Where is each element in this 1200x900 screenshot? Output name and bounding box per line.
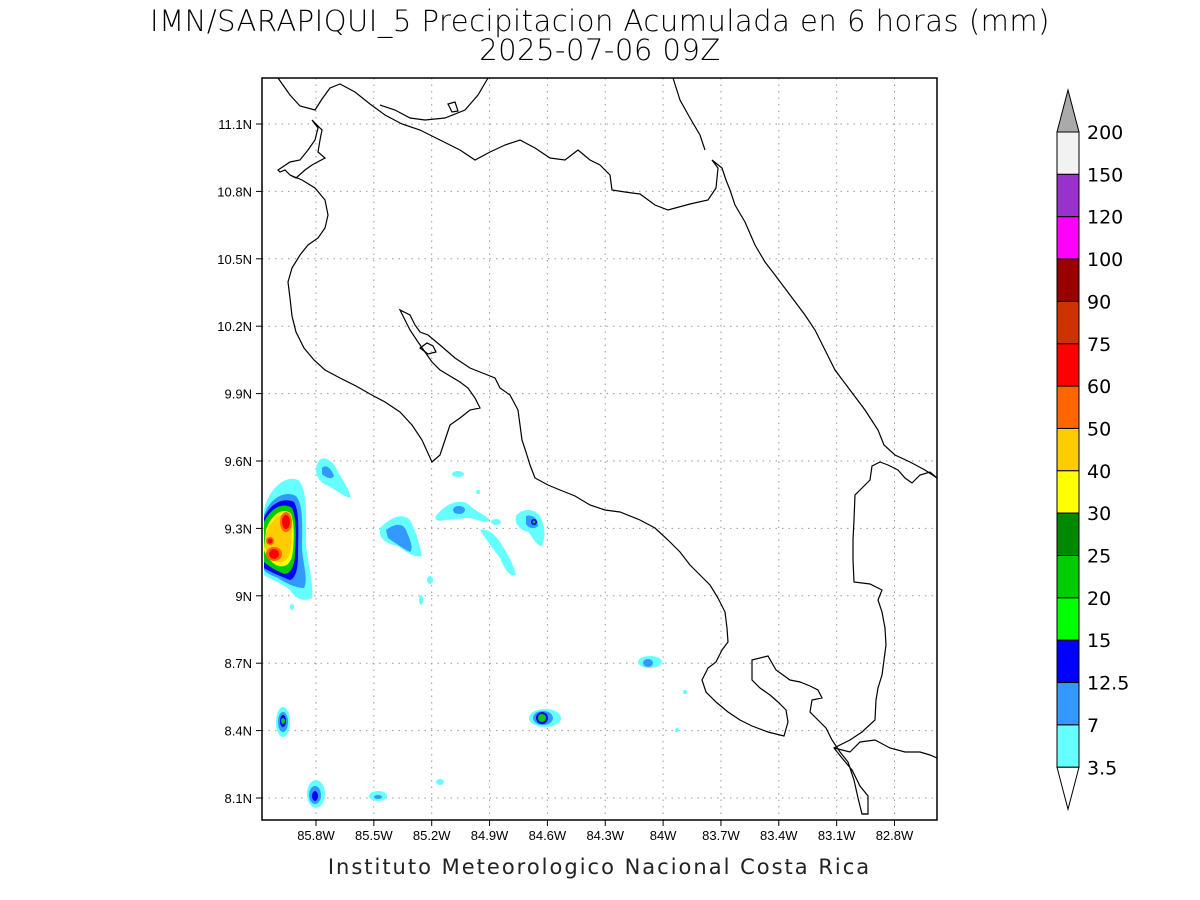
- latitude-axis: 11.1N 10.8N 10.5N 10.2N 9.9N 9.6N 9.3N 9N 8.7N 8.…: [217, 117, 262, 806]
- colorbar-level-label: 12.5: [1087, 673, 1129, 695]
- colorbar-level-label: 25: [1087, 546, 1111, 568]
- colorbar-level-label: 60: [1087, 376, 1111, 398]
- longitude-tick-label: 83.7W: [702, 828, 740, 843]
- longitude-tick-label: 83.1W: [818, 828, 856, 843]
- precipitation-field: [264, 458, 687, 808]
- latitude-tick-label: 10.2N: [217, 319, 252, 334]
- map-frame: [261, 77, 938, 821]
- colorbar-swatch: [1056, 300, 1080, 345]
- colorbar-level-label: 90: [1087, 291, 1111, 313]
- longitude-tick-label: 83.4W: [760, 828, 798, 843]
- colorbar-swatch: [1056, 131, 1080, 175]
- colorbar-swatch: [1056, 555, 1080, 599]
- colorbar-swatch: [1056, 427, 1080, 472]
- longitude-tick-label: 84.9W: [471, 828, 509, 843]
- colorbar-swatch: [1056, 216, 1080, 260]
- map-grid: [262, 78, 937, 820]
- colorbar-swatch: [1056, 173, 1080, 218]
- colorbar-swatch: [1056, 470, 1080, 514]
- longitude-tick-label: 84W: [650, 828, 677, 843]
- latitude-tick-label: 8.1N: [225, 791, 252, 806]
- latitude-tick-label: 9N: [235, 589, 252, 604]
- latitude-tick-label: 10.5N: [217, 252, 252, 267]
- latitude-tick-label: 10.8N: [217, 184, 252, 199]
- longitude-tick-label: 82.8W: [876, 828, 914, 843]
- map-title: IMN/SARAPIQUI_5 Precipitacion Acumulada …: [150, 4, 1050, 38]
- latitude-tick-label: 9.3N: [225, 521, 252, 536]
- colorbar-level-label: 100: [1087, 249, 1123, 271]
- map-border: [261, 77, 938, 821]
- longitude-tick-label: 85.8W: [297, 828, 335, 843]
- colorbar-level-label: 120: [1087, 207, 1123, 229]
- latitude-tick-label: 8.7N: [225, 656, 252, 671]
- colorbar-swatch: [1056, 512, 1080, 557]
- colorbar-level-label: 20: [1087, 588, 1111, 610]
- colorbar-level-label: 50: [1087, 418, 1111, 440]
- colorbar-level-label: 7: [1087, 715, 1099, 737]
- longitude-tick-label: 85.5W: [355, 828, 393, 843]
- colorbar-swatch: [1056, 639, 1080, 684]
- colorbar-level-label: 40: [1087, 461, 1111, 483]
- colorbar-level-label: 3.5: [1087, 757, 1117, 779]
- latitude-tick-label: 9.9N: [225, 387, 252, 402]
- colorbar-swatch: [1056, 597, 1080, 641]
- latitude-tick-label: 9.6N: [225, 454, 252, 469]
- footer-credit: Instituto Meteorologico Nacional Costa R…: [327, 855, 872, 879]
- precip-core: [267, 538, 273, 544]
- coastline: [277, 77, 938, 815]
- precip-core: [282, 515, 290, 529]
- colorbar-level-label: 30: [1087, 503, 1111, 525]
- colorbar-swatch: [1056, 385, 1080, 429]
- longitude-axis: 85.8W 85.5W 85.2W 84.9W 84.6W 84.3W 84W 83.7W 83…: [297, 820, 914, 843]
- latitude-tick-label: 11.1N: [218, 117, 252, 132]
- longitude-tick-label: 85.2W: [413, 828, 451, 843]
- colorbar-swatch: [1056, 682, 1080, 726]
- precip-core: [269, 549, 279, 559]
- colorbar-swatch: [1056, 724, 1080, 768]
- colorbar-level-label: 75: [1087, 334, 1111, 356]
- colorbar-top-arrow: [1056, 88, 1080, 133]
- longitude-tick-label: 84.6W: [529, 828, 567, 843]
- colorbar-legend: 200 150 120 100 90 75 60 50 40 30 25 20 15 12.5 7 3.5: [1056, 88, 1129, 812]
- colorbar-level-label: 15: [1087, 630, 1111, 652]
- colorbar-swatch: [1056, 343, 1080, 387]
- colorbar-bottom-arrow: [1056, 766, 1080, 812]
- colorbar-level-label: 150: [1087, 164, 1123, 186]
- map-datetime: 2025-07-06 09Z: [479, 33, 721, 67]
- latitude-tick-label: 8.4N: [225, 724, 252, 739]
- colorbar-level-label: 200: [1087, 122, 1123, 144]
- longitude-tick-label: 84.3W: [586, 828, 624, 843]
- colorbar-swatch: [1056, 258, 1080, 302]
